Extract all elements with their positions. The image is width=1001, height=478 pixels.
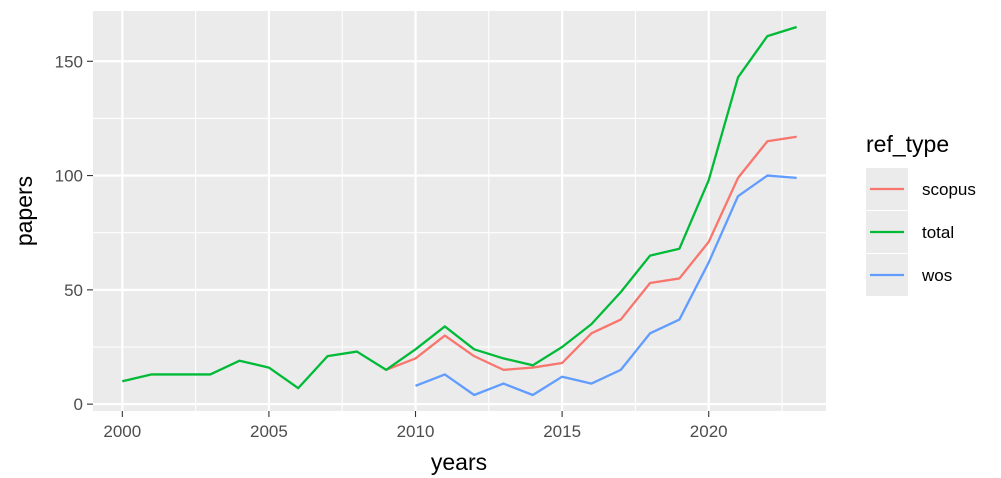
x-tick-label: 2005 [250,422,288,441]
series-line-scopus [385,135,797,372]
legend-label-wos: wos [921,266,952,285]
x-tick-label: 2020 [690,422,728,441]
legend-keys: scopus total wos [866,168,976,296]
legend-title: ref_type [866,131,949,157]
x-tick-label: 2010 [397,422,435,441]
plot-panel [93,11,826,411]
series-line-wos [415,174,797,397]
y-axis-title: papers [11,176,37,246]
y-tick-label: 150 [55,52,83,71]
series-lines [122,25,798,397]
y-tick-label: 0 [74,395,83,414]
legend-label-scopus: scopus [922,180,976,199]
y-tick-label: 100 [55,167,83,186]
axes: 2000 2005 2010 2015 2020 0 50 100 150 [55,52,728,441]
x-axis-title: years [431,449,487,475]
series-line-total [122,25,798,390]
y-tick-label: 50 [64,281,83,300]
x-tick-label: 2000 [103,422,141,441]
legend-label-total: total [922,223,954,242]
legend: ref_type scopus total wos [866,131,976,296]
x-tick-label: 2015 [543,422,581,441]
